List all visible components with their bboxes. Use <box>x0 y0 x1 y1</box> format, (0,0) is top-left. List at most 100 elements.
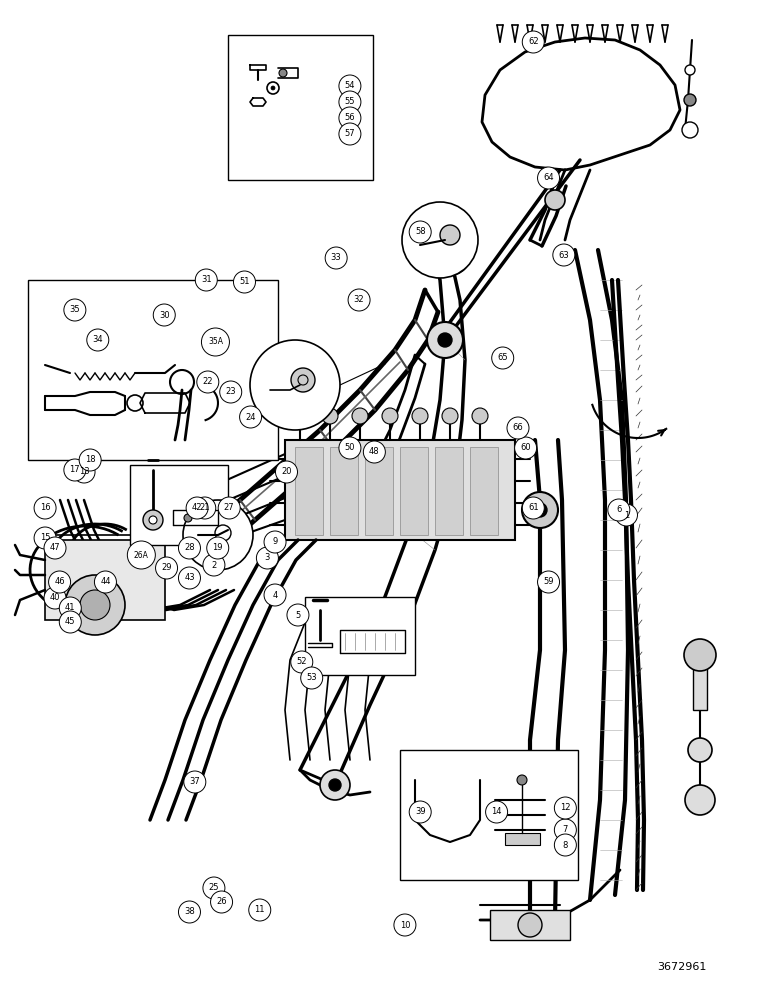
Text: 57: 57 <box>345 129 355 138</box>
Circle shape <box>608 499 630 521</box>
Text: 26: 26 <box>216 898 227 906</box>
Circle shape <box>64 299 86 321</box>
Circle shape <box>211 891 232 913</box>
Circle shape <box>538 167 559 189</box>
Text: 51: 51 <box>239 277 250 286</box>
Circle shape <box>194 497 215 519</box>
Bar <box>400 750 578 880</box>
Text: 44: 44 <box>100 578 111 586</box>
Text: 3: 3 <box>264 554 270 562</box>
Circle shape <box>179 901 200 923</box>
Circle shape <box>183 500 253 570</box>
Text: 47: 47 <box>50 544 60 552</box>
Text: 46: 46 <box>54 578 65 586</box>
Circle shape <box>410 801 431 823</box>
Text: 6: 6 <box>616 506 622 514</box>
Circle shape <box>442 408 458 424</box>
Circle shape <box>688 738 712 762</box>
Text: 29: 29 <box>161 564 172 572</box>
Bar <box>285 440 515 540</box>
Text: 39: 39 <box>415 808 426 816</box>
Text: 1: 1 <box>624 510 629 520</box>
Text: 7: 7 <box>562 826 568 834</box>
Circle shape <box>202 328 229 356</box>
Circle shape <box>518 913 542 937</box>
Text: 25: 25 <box>209 884 219 892</box>
Circle shape <box>80 590 110 620</box>
Text: 31: 31 <box>201 275 212 284</box>
Circle shape <box>412 408 428 424</box>
Circle shape <box>684 639 716 671</box>
Circle shape <box>685 785 715 815</box>
Circle shape <box>394 914 416 936</box>
Circle shape <box>427 322 463 358</box>
Circle shape <box>440 225 460 245</box>
Text: 17: 17 <box>70 466 80 475</box>
Text: 4: 4 <box>273 590 277 599</box>
Bar <box>490 910 570 940</box>
Circle shape <box>486 801 507 823</box>
Circle shape <box>522 492 558 528</box>
Circle shape <box>207 537 228 559</box>
Circle shape <box>79 449 101 471</box>
Text: 18: 18 <box>85 456 96 464</box>
Circle shape <box>60 611 81 633</box>
Bar <box>330 447 358 535</box>
Circle shape <box>507 417 529 439</box>
Circle shape <box>240 406 261 428</box>
Circle shape <box>410 221 431 243</box>
Circle shape <box>325 247 347 269</box>
Circle shape <box>555 797 576 819</box>
Circle shape <box>322 408 338 424</box>
Bar <box>45 540 165 620</box>
Circle shape <box>682 122 698 138</box>
Text: 2: 2 <box>212 560 216 570</box>
Circle shape <box>339 107 361 129</box>
Text: 19: 19 <box>212 544 223 552</box>
Bar <box>470 447 498 535</box>
Text: 22: 22 <box>202 377 213 386</box>
Circle shape <box>685 65 695 75</box>
Text: 9: 9 <box>273 538 277 546</box>
Text: 14: 14 <box>491 808 502 816</box>
Circle shape <box>339 123 361 145</box>
Circle shape <box>555 834 576 856</box>
Circle shape <box>553 244 575 266</box>
Circle shape <box>184 514 192 522</box>
Text: 24: 24 <box>245 412 256 422</box>
Bar <box>505 833 540 845</box>
Text: 66: 66 <box>513 424 523 432</box>
Circle shape <box>250 340 340 430</box>
Text: 48: 48 <box>369 448 380 456</box>
Text: 42: 42 <box>192 504 202 512</box>
Circle shape <box>143 510 163 530</box>
Circle shape <box>301 667 322 689</box>
Text: 20: 20 <box>281 468 292 477</box>
Text: 58: 58 <box>415 228 426 236</box>
Bar <box>295 447 323 535</box>
Text: 15: 15 <box>40 534 50 542</box>
Circle shape <box>219 497 240 519</box>
Text: 62: 62 <box>528 37 539 46</box>
Circle shape <box>64 459 86 481</box>
Circle shape <box>60 597 81 619</box>
Circle shape <box>203 877 225 899</box>
Circle shape <box>517 775 527 785</box>
Text: 65: 65 <box>497 354 508 362</box>
Circle shape <box>339 437 361 459</box>
Circle shape <box>156 557 177 579</box>
Circle shape <box>533 503 547 517</box>
Circle shape <box>196 269 217 291</box>
Text: 32: 32 <box>354 296 364 304</box>
Text: 8: 8 <box>562 840 568 850</box>
Text: 26A: 26A <box>134 550 149 560</box>
Circle shape <box>287 604 309 626</box>
Circle shape <box>184 771 206 793</box>
Circle shape <box>197 371 219 393</box>
Circle shape <box>44 537 66 559</box>
Text: 60: 60 <box>520 444 531 452</box>
Circle shape <box>352 408 368 424</box>
Circle shape <box>186 497 208 519</box>
Circle shape <box>276 461 297 483</box>
Circle shape <box>203 554 225 576</box>
